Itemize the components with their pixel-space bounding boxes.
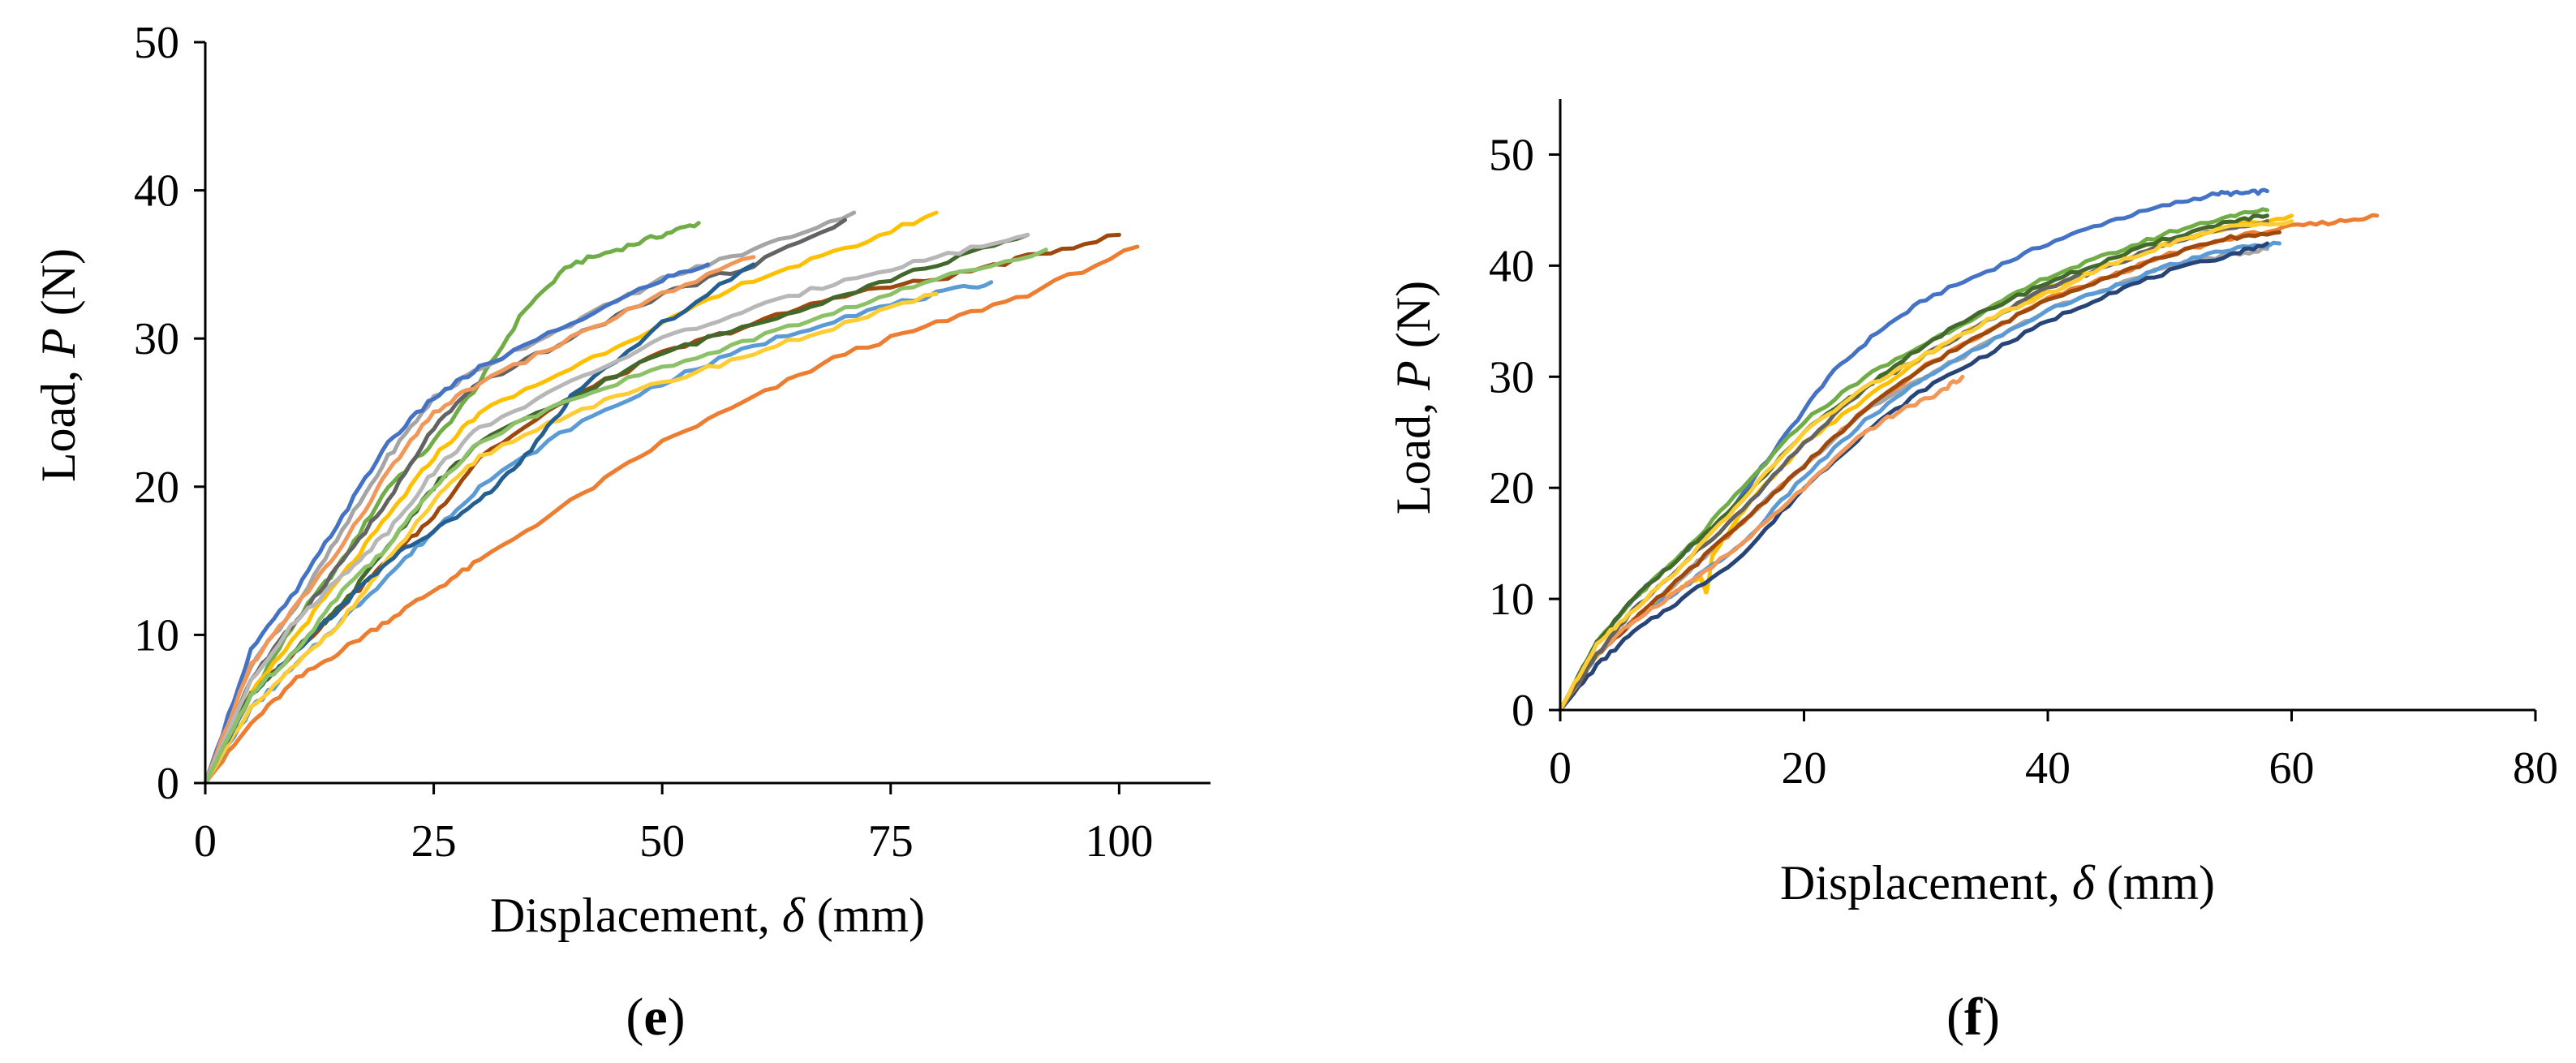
chart-f-xlabel: Displacement, δ (mm) (1780, 856, 2215, 910)
chart-f-panel-label: (f) (1946, 988, 2000, 1047)
chart-e-series-s9 (203, 217, 847, 785)
chart-f-ytick-label: 0 (1512, 686, 1534, 736)
chart-f-series-s10 (1558, 219, 2269, 712)
chart-f-series-s6 (1558, 240, 2281, 712)
chart-f-series-s8 (1558, 230, 2281, 712)
chart-e-xtick-label: 75 (868, 816, 914, 867)
chart-e-ytick-label: 30 (134, 314, 179, 364)
chart-f-series-s2 (1558, 213, 2380, 712)
chart-f-ylabel: Load, P (N) (1387, 281, 1440, 514)
chart-e-series-s5 (203, 210, 939, 785)
chart-e-series-s3 (203, 232, 1121, 785)
chart-f-ytick-label: 10 (1489, 575, 1534, 625)
chart-e-series-s7 (203, 280, 994, 785)
chart-f-series-s5 (1558, 207, 2269, 712)
chart-e-ytick-label: 50 (134, 18, 179, 68)
chart-f-ticks: 0 10 20 30 40 50 0 20 40 60 80 (1489, 130, 2558, 794)
chart-e-ytick-label: 20 (134, 463, 179, 513)
chart-f-xtick-label: 60 (2269, 743, 2315, 794)
chart-f-xtick-label: 80 (2513, 743, 2558, 794)
chart-f-curves (1558, 187, 2380, 712)
chart-e-curves (203, 210, 1140, 785)
chart-f-xtick-label: 20 (1782, 743, 1827, 794)
chart-e-xtick-label: 0 (194, 816, 217, 867)
chart-f-series-s11 (1558, 213, 2269, 712)
chart-f-ytick-label: 20 (1489, 463, 1534, 514)
chart-e-series-s6 (203, 262, 710, 785)
chart-e-series-s10 (203, 255, 756, 785)
chart-e-series-s2 (203, 244, 1140, 785)
chart-f-ytick-label: 40 (1489, 241, 1534, 291)
chart-f-xtick-label: 0 (1549, 743, 1572, 794)
chart-e-ytick-label: 10 (134, 610, 179, 661)
chart-e-series-s12 (203, 262, 756, 785)
chart-e-xtick-label: 100 (1085, 816, 1153, 867)
chart-e-series-s4 (203, 210, 857, 785)
chart-f-series-s9 (1558, 374, 1965, 712)
chart-e-series-s13 (203, 232, 1030, 785)
chart-f-series-s3 (1558, 246, 2269, 712)
chart-f-ytick-label: 50 (1489, 130, 1534, 180)
chart-e-ytick-label: 0 (157, 759, 179, 809)
chart-f-series-s7 (1558, 241, 2269, 712)
chart-e-series-s11 (203, 291, 939, 785)
chart-e-ytick-label: 40 (134, 166, 179, 217)
chart-e-series-s1 (203, 221, 701, 785)
chart-f-series-s12 (1558, 219, 2294, 712)
chart-f-ytick-label: 30 (1489, 352, 1534, 402)
chart-e-xtick-label: 25 (411, 816, 457, 867)
chart-e-series-s14 (203, 247, 1048, 785)
chart-f: 0 10 20 30 40 50 0 20 40 60 80 Displacement, δ (mm… (1387, 99, 2558, 1047)
chart-f-series-s4 (1558, 213, 2294, 712)
chart-e-xlabel: Displacement, δ (mm) (490, 889, 925, 942)
chart-f-xtick-label: 40 (2025, 743, 2071, 794)
chart-e-ticks: 0 10 20 30 40 50 0 25 50 75 100 (134, 18, 1153, 867)
chart-e-panel-label: (e) (626, 988, 685, 1047)
chart-e-xtick-label: 50 (639, 816, 685, 867)
chart-e-ylabel: Load, P (N) (32, 248, 85, 482)
chart-e: 0 10 20 30 40 50 0 25 50 75 100 Displacement, δ (m… (32, 18, 1211, 1047)
